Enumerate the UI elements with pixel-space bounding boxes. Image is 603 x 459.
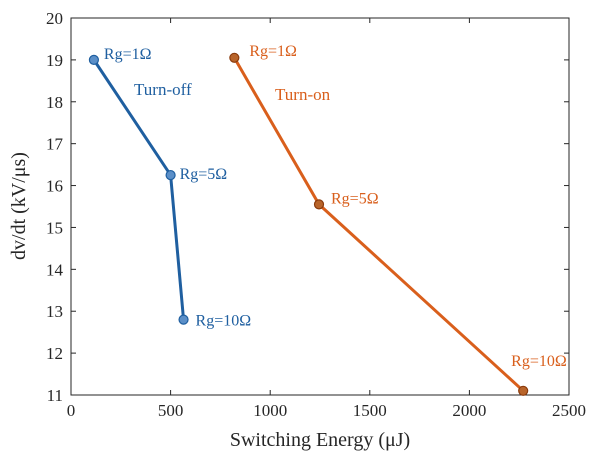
x-tick-label: 1500 [353,401,387,420]
x-tick-label: 2000 [452,401,486,420]
series-name-label: Turn-on [275,85,331,104]
data-point [313,199,325,210]
y-tick-label: 20 [46,9,63,28]
y-tick-label: 14 [46,260,64,279]
y-axis: 11 12 13 14 15 16 17 18 19 20 [46,9,569,405]
y-tick-label: 19 [46,51,63,70]
x-axis: 0 500 1000 1500 2000 2500 [67,18,586,420]
point-label: Rg=1Ω [249,43,297,60]
x-tick-label: 1000 [253,401,287,420]
y-tick-label: 12 [46,344,63,363]
y-tick-label: 17 [46,135,64,154]
y-tick-label: 11 [47,386,63,405]
series-turn-off: Rg=1Ω Rg=5Ω Rg=10Ω Turn-off [88,46,252,330]
x-tick-label: 500 [158,401,184,420]
point-label: Rg=1Ω [104,46,152,63]
data-point [229,52,240,63]
point-label: Rg=10Ω [196,313,252,330]
x-tick-label: 0 [67,401,76,420]
y-tick-label: 15 [46,218,63,237]
y-tick-label: 13 [46,302,63,321]
series-name-label: Turn-off [134,80,192,99]
point-label: Rg=5Ω [180,166,228,183]
x-tick-label: 2500 [552,401,586,420]
series-turn-on: Rg=1Ω Rg=5Ω Rg=10Ω Turn-on [229,43,567,396]
y-tick-label: 18 [46,93,63,112]
series-layer: Rg=1Ω Rg=5Ω Rg=10Ω Turn-off Rg=1Ω Rg=5Ω Rg=10Ω… [88,43,567,396]
x-axis-title: Switching Energy (μJ) [230,429,410,451]
data-point [88,54,100,65]
data-point [518,385,529,396]
y-axis-title: dv/dt (kV/μs) [8,152,30,260]
data-point [178,314,189,325]
data-point [165,169,176,181]
point-label: Rg=5Ω [331,190,379,207]
y-tick-label: 16 [46,177,63,196]
point-label: Rg=10Ω [511,353,567,370]
